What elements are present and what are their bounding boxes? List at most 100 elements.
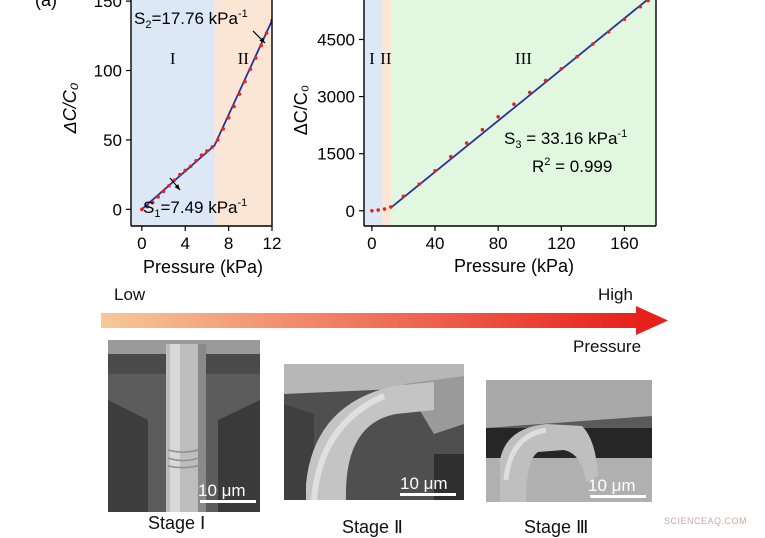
annotation-part: S (143, 198, 154, 217)
arrow-head (636, 306, 668, 335)
x-tick-label: 120 (547, 234, 575, 253)
series-group (370, 0, 650, 213)
annotation-part: = 0.999 (550, 157, 612, 176)
data-point (183, 168, 188, 173)
data-point (205, 149, 209, 153)
scale-bar-label: 10 μm (400, 474, 448, 493)
data-point (178, 172, 182, 177)
data-point (606, 30, 611, 34)
y-tick-label: 4500 (317, 30, 355, 49)
annotation-part: 2 (145, 19, 151, 31)
fit-line (390, 0, 649, 209)
y-axis-label: ΔC/C₀ (291, 85, 311, 136)
scale-bar-label: 10 μm (588, 476, 636, 495)
data-point (464, 141, 469, 145)
region-label: II (238, 49, 250, 68)
data-point (512, 102, 516, 106)
annotation-part: 1 (154, 208, 160, 220)
y-tick-label: 1500 (317, 145, 355, 164)
arrow-label-pressure: Pressure (573, 337, 642, 356)
data-point (156, 195, 160, 199)
data-point (232, 104, 236, 109)
watermark: SCIENCEAQ.COM (664, 516, 748, 526)
data-point (226, 115, 231, 120)
data-point (449, 154, 453, 159)
data-point (243, 79, 247, 84)
annotation-arrow-head (259, 37, 265, 43)
annotation-part: = 33.16 kPa (521, 129, 617, 148)
data-point (150, 200, 155, 205)
arrow-label-low: Low (114, 285, 146, 304)
data-point (389, 205, 393, 209)
data-point (480, 127, 485, 132)
scale-bar-label: 10 μm (198, 481, 246, 500)
annotation: S2=17.76 kPa-1 (134, 8, 248, 31)
data-point (248, 67, 253, 71)
series-group (140, 18, 272, 212)
region-II (382, 0, 391, 226)
region-backgrounds (131, 0, 272, 226)
arrow-label-high: High (598, 285, 633, 304)
annotation: S1=7.49 kPa-1 (143, 197, 247, 220)
x-tick-label: 160 (610, 234, 638, 253)
x-tick-label: 80 (489, 234, 508, 253)
annotation: R2 = 0.999 (532, 156, 612, 176)
data-point (161, 189, 166, 194)
x-tick-label: 4 (180, 234, 189, 253)
y-tick-label: 100 (94, 62, 122, 81)
data-point (188, 164, 193, 169)
caption-stage-2: Stage Ⅱ (342, 517, 403, 537)
data-point (199, 153, 204, 157)
data-point (433, 169, 437, 173)
annotation-part: R (532, 157, 544, 176)
data-point (264, 31, 269, 35)
region-backgrounds (364, 0, 656, 226)
data-point (140, 207, 144, 212)
data-point (622, 17, 627, 22)
x-tick-label: 8 (224, 234, 233, 253)
region-label: III (515, 49, 532, 68)
y-tick-label: 150 (94, 0, 122, 11)
annotation-part: 2 (544, 156, 550, 168)
annotation-arrow-head (174, 184, 180, 190)
data-point (382, 207, 387, 211)
y-axis-label: ΔC/C₀ (60, 82, 80, 134)
region-II (214, 0, 272, 226)
annotation: S3 = 33.16 kPa-1 (504, 128, 627, 151)
data-point (376, 208, 381, 212)
annotation-part: 3 (515, 139, 521, 151)
data-point (259, 43, 263, 48)
sem-image-stage-1: 10 μm (108, 340, 260, 512)
x-tick-label: 0 (137, 234, 146, 253)
data-point (646, 0, 650, 3)
region-III (390, 0, 656, 226)
annotation-part: =17.76 kPa (151, 9, 238, 28)
annotation-part: S (134, 9, 145, 28)
y-tick-label: 50 (103, 131, 122, 150)
caption-stage-1: Stage Ⅰ (148, 513, 206, 533)
annotation-part: -1 (238, 197, 248, 209)
data-point (215, 138, 220, 142)
data-point (221, 127, 225, 131)
data-point (253, 56, 258, 60)
region-label: II (380, 49, 392, 68)
data-point (417, 182, 422, 186)
x-axis-label: Pressure (kPa) (454, 256, 574, 276)
data-point (237, 92, 242, 96)
data-point (210, 145, 215, 149)
data-point (527, 90, 532, 95)
data-point (638, 4, 643, 9)
pressure-gradient-arrow (101, 306, 668, 335)
annotation-part: -1 (617, 128, 627, 140)
data-point (496, 114, 500, 119)
annotation-part: =7.49 kPa (160, 198, 238, 217)
y-tick-label: 0 (113, 200, 122, 219)
region-label: I (369, 49, 375, 68)
data-point (172, 178, 177, 182)
sem-image-stage-2: 10 μm (284, 364, 464, 500)
x-tick-label: 0 (367, 234, 376, 253)
data-point (543, 78, 548, 83)
